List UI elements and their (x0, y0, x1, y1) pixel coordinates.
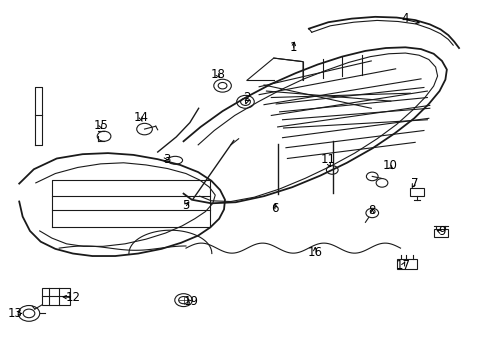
Text: 5: 5 (182, 199, 189, 212)
Text: 14: 14 (133, 112, 148, 125)
Text: 10: 10 (382, 159, 396, 172)
Text: 1: 1 (289, 41, 296, 54)
Text: 9: 9 (437, 225, 445, 238)
Text: 11: 11 (320, 153, 335, 166)
Text: 18: 18 (210, 68, 224, 81)
Text: 19: 19 (183, 296, 198, 309)
Text: 16: 16 (307, 246, 322, 259)
Text: 8: 8 (368, 204, 375, 217)
Text: 4: 4 (401, 12, 408, 25)
Text: 2: 2 (243, 91, 250, 104)
Text: 13: 13 (8, 307, 23, 320)
Text: 6: 6 (270, 202, 278, 215)
Text: 3: 3 (163, 153, 170, 166)
Text: 12: 12 (65, 291, 80, 304)
Text: 7: 7 (410, 177, 418, 190)
Text: 15: 15 (93, 119, 108, 132)
Text: 17: 17 (395, 259, 410, 272)
